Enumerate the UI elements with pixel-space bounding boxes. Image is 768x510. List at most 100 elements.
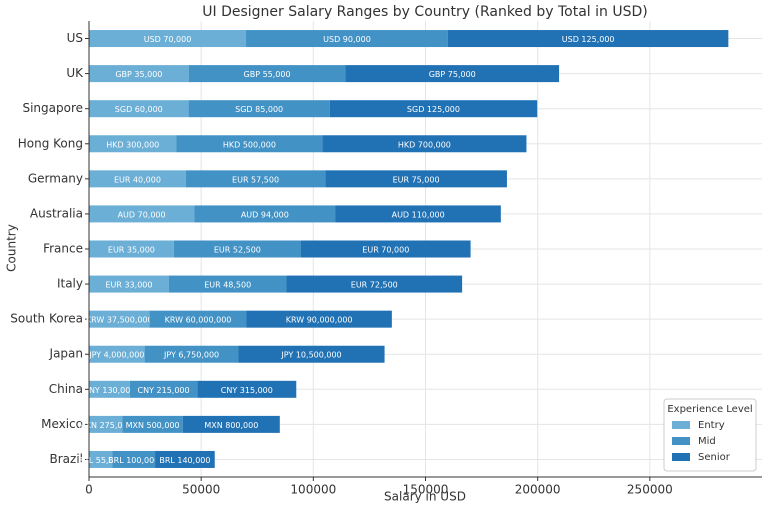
bar-segment	[89, 30, 247, 48]
value-label: JPY 4,000,000	[88, 351, 144, 360]
bar-segment	[89, 380, 130, 398]
bar-segment	[188, 100, 330, 118]
bar-segment	[168, 275, 287, 293]
bar-segment	[89, 170, 186, 188]
bar-segment	[149, 310, 247, 328]
legend-label: Entry	[698, 420, 725, 431]
y-tick-label: Mexico	[41, 417, 83, 431]
bar-segment	[173, 240, 301, 258]
x-axis-label: Salary in USD	[384, 490, 466, 504]
y-tick-label: China	[49, 382, 83, 396]
bar-segment	[246, 30, 448, 48]
value-label: BRL 100,000	[108, 456, 159, 465]
x-tick-label: 150000	[403, 483, 449, 497]
value-label: AUD 70,000	[118, 210, 166, 219]
bar-segment	[89, 310, 150, 328]
bar-segment	[325, 170, 507, 188]
value-label: CNY 315,000	[221, 386, 273, 395]
y-tick-label: Australia	[30, 206, 83, 220]
bar-segment	[155, 450, 215, 468]
x-tick-label: 250000	[627, 483, 673, 497]
value-label: MXN 800,000	[204, 421, 258, 430]
value-label: EUR 40,000	[114, 175, 161, 184]
bar-segment	[188, 65, 346, 83]
value-label: MXN 500,000	[126, 421, 180, 430]
value-label: AUD 110,000	[392, 210, 445, 219]
value-label: BRL 55,000	[78, 456, 124, 465]
bar-segment	[89, 345, 145, 363]
value-label: GBP 55,000	[244, 70, 291, 79]
bar-segment	[246, 310, 392, 328]
y-tick-label: Hong Kong	[18, 136, 83, 150]
value-label: EUR 35,000	[108, 246, 155, 255]
bar-segment	[176, 135, 323, 153]
x-tick-label: 50000	[182, 483, 220, 497]
value-label: JPY 10,500,000	[280, 351, 341, 360]
bar-segment	[182, 415, 280, 433]
bar-segment	[89, 65, 189, 83]
value-label: KRW 90,000,000	[286, 316, 353, 325]
y-tick-label: Brazil	[50, 452, 84, 466]
value-label: GBP 75,000	[429, 70, 476, 79]
bar-segment	[286, 275, 463, 293]
value-label: HKD 700,000	[398, 140, 451, 149]
value-label: CNY 130,000	[83, 386, 135, 395]
bar-segment	[89, 205, 195, 223]
value-label: KRW 37,500,000	[86, 316, 153, 325]
bar-segment	[89, 100, 189, 118]
bar-segment	[335, 205, 501, 223]
legend-swatch	[672, 453, 690, 461]
value-label: HKD 500,000	[223, 140, 276, 149]
y-tick-label: Japan	[49, 347, 83, 361]
bar-segment	[122, 415, 183, 433]
value-label: CNY 215,000	[138, 386, 190, 395]
bar-segment	[112, 450, 156, 468]
value-label: EUR 52,500	[214, 246, 261, 255]
value-label: JPY 6,750,000	[163, 351, 219, 360]
y-tick-label: Germany	[28, 171, 83, 185]
value-label: USD 90,000	[323, 35, 371, 44]
value-label: EUR 70,000	[362, 246, 409, 255]
bar-segment	[322, 135, 527, 153]
value-label: SGD 60,000	[115, 105, 163, 114]
bar-segment	[238, 345, 385, 363]
x-tick-label: 200000	[515, 483, 561, 497]
value-label: EUR 33,000	[105, 281, 152, 290]
bar-segment	[447, 30, 729, 48]
legend-swatch	[672, 421, 690, 429]
bar-segment	[197, 380, 297, 398]
y-tick-label: Singapore	[22, 101, 83, 115]
value-label: EUR 48,500	[204, 281, 251, 290]
bar-segment	[329, 100, 538, 118]
chart-title: UI Designer Salary Ranges by Country (Ra…	[202, 4, 647, 20]
bar-segment	[89, 415, 123, 433]
value-label: SGD 125,000	[407, 105, 460, 114]
legend-title: Experience Level	[667, 404, 752, 415]
bar-segment	[89, 135, 177, 153]
bar-segment	[345, 65, 560, 83]
y-tick-label: South Korea	[10, 312, 83, 326]
bar-segment	[89, 275, 169, 293]
y-tick-label: Italy	[57, 277, 83, 291]
value-label: EUR 72,500	[351, 281, 398, 290]
value-label: KRW 60,000,000	[165, 316, 232, 325]
bar-segment	[185, 170, 326, 188]
value-label: AUD 94,000	[241, 210, 289, 219]
legend-label: Senior	[698, 452, 731, 463]
value-label: GBP 35,000	[115, 70, 162, 79]
x-tick-label: 100000	[290, 483, 336, 497]
legend-swatch	[672, 437, 690, 445]
value-label: EUR 57,500	[232, 175, 279, 184]
bar-segment	[89, 450, 113, 468]
bar-segment	[89, 240, 174, 258]
value-label: MXN 275,000	[79, 421, 133, 430]
y-tick-label: US	[67, 31, 83, 45]
value-label: USD 70,000	[144, 35, 192, 44]
value-label: USD 125,000	[562, 35, 615, 44]
bar-segment	[300, 240, 471, 258]
bar-segment	[194, 205, 336, 223]
value-label: BRL 140,000	[159, 456, 210, 465]
value-label: EUR 75,000	[393, 175, 440, 184]
bar-segment	[129, 380, 198, 398]
